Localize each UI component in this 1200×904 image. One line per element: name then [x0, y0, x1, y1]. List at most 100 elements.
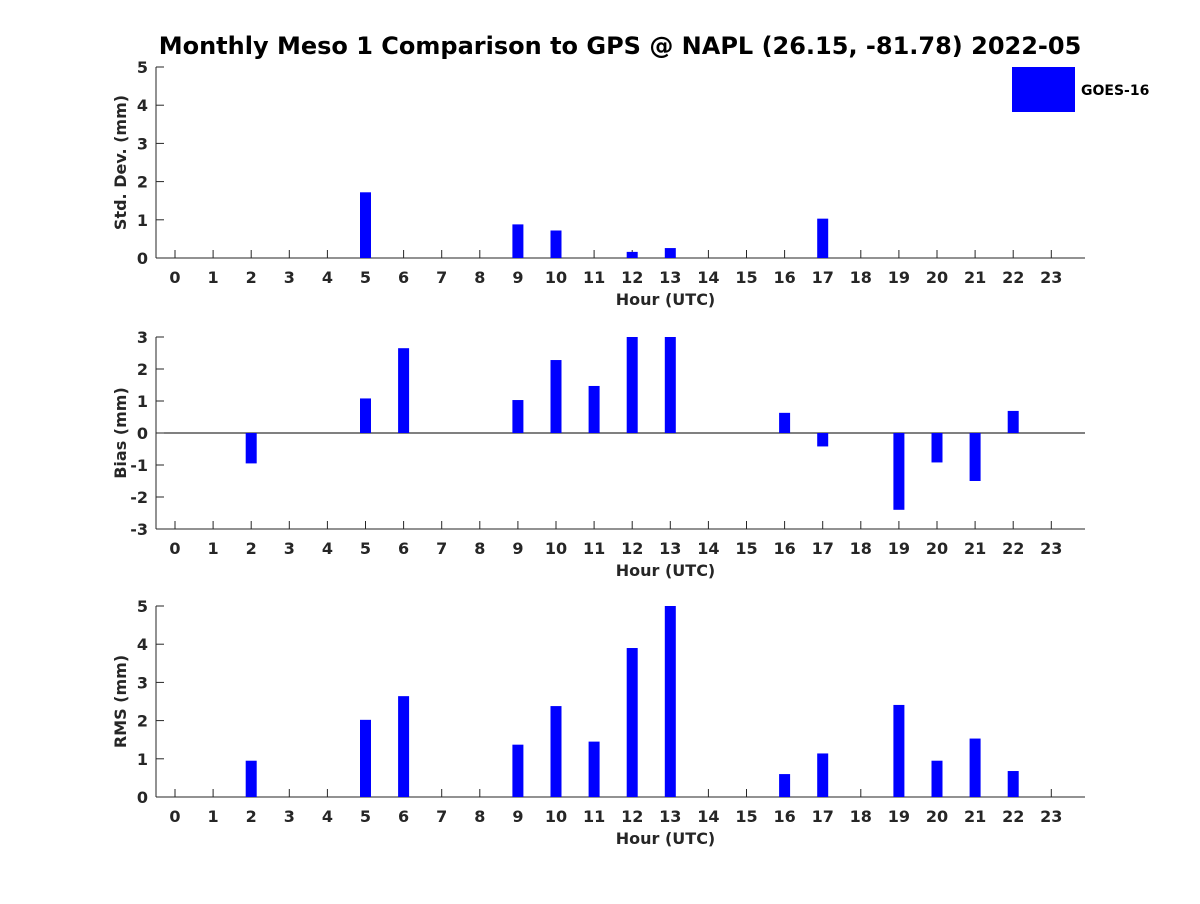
bar-hour-16	[779, 412, 791, 433]
y-tick-label: 3	[137, 134, 148, 153]
x-tick-label: 14	[697, 539, 719, 558]
x-tick-label: 2	[246, 539, 257, 558]
x-tick-label: 0	[169, 807, 180, 826]
y-tick-label: 5	[137, 597, 148, 616]
x-tick-label: 5	[360, 807, 371, 826]
bar-hour-22	[1007, 410, 1019, 433]
y-tick-label: 4	[137, 96, 148, 115]
bar-hour-16	[779, 774, 791, 797]
legend-label-goes-16: GOES-16	[1081, 83, 1149, 99]
x-tick-label: 13	[659, 807, 681, 826]
x-tick-label: 10	[545, 539, 567, 558]
x-tick-label: 0	[169, 539, 180, 558]
x-tick-label: 22	[1002, 539, 1024, 558]
x-tick-label: 11	[583, 539, 605, 558]
x-tick-label: 18	[850, 807, 872, 826]
bar-hour-13	[664, 606, 676, 797]
bar-hour-19	[893, 433, 905, 510]
legend-swatch-goes-16	[1012, 67, 1075, 112]
x-tick-label: 16	[773, 539, 795, 558]
y-axis-label: Std. Dev. (mm)	[111, 95, 130, 230]
y-tick-label: 0	[137, 249, 148, 268]
x-tick-label: 10	[545, 268, 567, 287]
bar-hour-2	[245, 433, 257, 464]
x-tick-label: 20	[926, 268, 948, 287]
x-tick-label: 8	[474, 268, 485, 287]
bar-hour-10	[550, 706, 562, 797]
y-tick-label: 3	[137, 328, 148, 347]
y-tick-label: -2	[130, 488, 148, 507]
bar-hour-9	[512, 224, 524, 258]
x-tick-label: 12	[621, 268, 643, 287]
y-tick-label: 3	[137, 673, 148, 692]
bar-hour-6	[398, 696, 410, 797]
x-tick-label: 1	[208, 807, 219, 826]
x-tick-label: 4	[322, 268, 333, 287]
y-tick-label: 1	[137, 211, 148, 230]
x-axis-label: Hour (UTC)	[616, 829, 716, 848]
x-tick-label: 17	[812, 807, 834, 826]
y-tick-label: 4	[137, 635, 148, 654]
x-tick-label: 3	[284, 268, 295, 287]
x-tick-label: 22	[1002, 268, 1024, 287]
x-tick-label: 23	[1040, 539, 1062, 558]
x-tick-label: 8	[474, 539, 485, 558]
bar-hour-12	[626, 648, 638, 797]
x-tick-label: 4	[322, 807, 333, 826]
bar-hour-5	[360, 719, 371, 797]
x-tick-label: 19	[888, 807, 910, 826]
x-tick-label: 11	[583, 268, 605, 287]
x-tick-label: 17	[812, 268, 834, 287]
y-tick-label: 0	[137, 424, 148, 443]
x-tick-label: 21	[964, 807, 986, 826]
x-tick-label: 19	[888, 539, 910, 558]
y-tick-label: 2	[137, 360, 148, 379]
bar-hour-19	[893, 704, 905, 797]
x-tick-label: 20	[926, 807, 948, 826]
x-tick-label: 19	[888, 268, 910, 287]
x-tick-label: 7	[436, 539, 447, 558]
bar-hour-6	[398, 348, 410, 433]
x-tick-label: 7	[436, 268, 447, 287]
x-tick-label: 11	[583, 807, 605, 826]
x-tick-label: 5	[360, 539, 371, 558]
y-tick-label: -1	[130, 456, 148, 475]
bar-hour-13	[664, 337, 676, 433]
bar-hour-10	[550, 360, 562, 433]
bar-hour-11	[588, 741, 600, 797]
x-tick-label: 21	[964, 268, 986, 287]
x-tick-label: 13	[659, 539, 681, 558]
x-tick-label: 15	[735, 539, 757, 558]
bar-hour-11	[588, 385, 600, 433]
y-tick-label: 5	[137, 58, 148, 77]
x-tick-label: 12	[621, 539, 643, 558]
y-tick-label: -3	[130, 520, 148, 539]
x-tick-label: 0	[169, 268, 180, 287]
x-axis-label: Hour (UTC)	[616, 561, 716, 580]
bar-hour-17	[817, 433, 829, 447]
x-tick-label: 9	[512, 539, 523, 558]
x-tick-label: 20	[926, 539, 948, 558]
x-tick-label: 3	[284, 807, 295, 826]
x-tick-label: 16	[773, 807, 795, 826]
x-tick-label: 15	[735, 268, 757, 287]
y-tick-label: 0	[137, 788, 148, 807]
x-tick-label: 10	[545, 807, 567, 826]
x-tick-label: 1	[208, 268, 219, 287]
x-tick-label: 18	[850, 539, 872, 558]
x-tick-label: 3	[284, 539, 295, 558]
bar-hour-12	[626, 251, 638, 258]
x-tick-label: 1	[208, 539, 219, 558]
x-tick-label: 21	[964, 539, 986, 558]
x-tick-label: 6	[398, 807, 409, 826]
x-tick-label: 23	[1040, 268, 1062, 287]
legend: GOES-16	[1012, 67, 1149, 112]
bar-hour-21	[969, 433, 981, 481]
bar-hour-21	[969, 738, 981, 797]
y-tick-label: 2	[137, 173, 148, 192]
bar-hour-5	[360, 398, 371, 433]
